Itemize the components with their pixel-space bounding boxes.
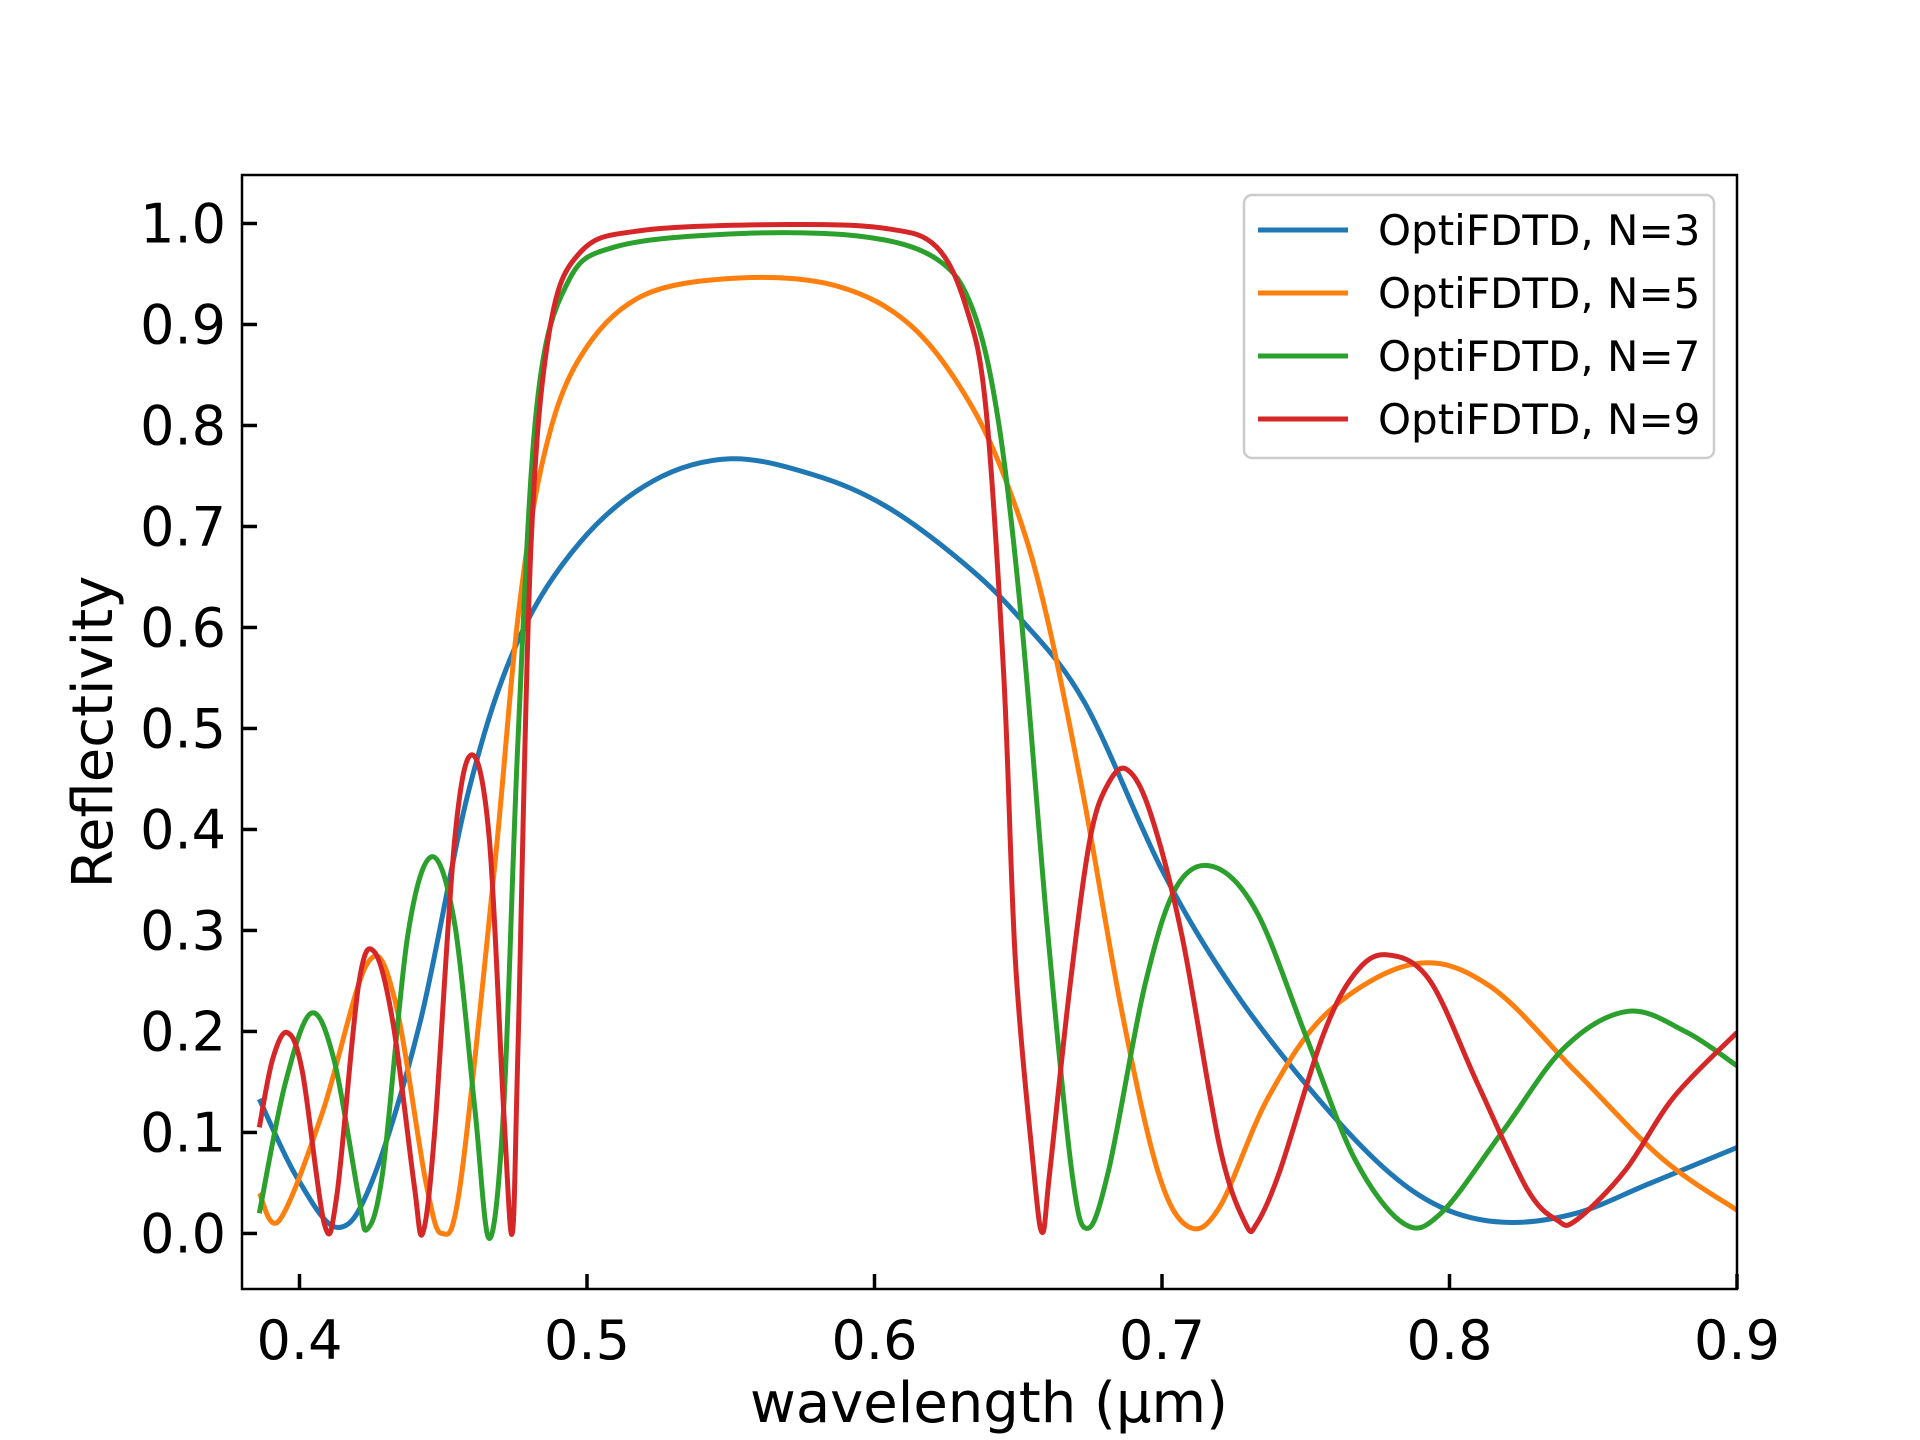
series-line-n7: [256, 230, 1737, 1241]
x-tick-label: 0.5: [544, 1309, 630, 1372]
x-tick-label: 0.4: [257, 1309, 343, 1372]
series-line-n9: [256, 221, 1737, 1238]
series-line-n3: [257, 456, 1737, 1230]
y-tick-label: 0.5: [140, 697, 226, 760]
y-axis-label: Reflectivity: [61, 576, 126, 889]
y-tick-label: 0.3: [140, 899, 226, 962]
legend-label: OptiFDTD, N=7: [1378, 332, 1700, 381]
legend-box: [1242, 193, 1716, 460]
x-tick-label: 0.8: [1407, 1309, 1493, 1372]
legend-label: OptiFDTD, N=3: [1378, 206, 1700, 255]
y-tick-label: 0.0: [140, 1202, 226, 1265]
x-tick-label: 0.6: [832, 1309, 918, 1372]
y-tick-label: 0.4: [140, 798, 226, 861]
y-tick-label: 0.6: [140, 596, 226, 659]
y-tick-label: 0.2: [140, 1000, 226, 1063]
series-layer: [256, 221, 1737, 1241]
y-tick-label: 0.8: [140, 394, 226, 457]
legend-label: OptiFDTD, N=5: [1378, 269, 1700, 318]
y-tick-label: 0.9: [140, 293, 226, 356]
ticks-layer: 0.4 0.5 0.6 0.7 0.8 0.9 0.0 0.1 0.2 0.3 0.4 0.5 0.6 0…: [140, 192, 1780, 1372]
x-tick-label: 0.7: [1119, 1309, 1205, 1372]
x-tick-label: 0.9: [1694, 1309, 1780, 1372]
x-axis-label: wavelength (μm): [750, 1371, 1228, 1436]
y-tick-label: 0.7: [140, 495, 226, 558]
legend: OptiFDTD, N=3 OptiFDTD, N=5 OptiFDTD, N=7 O…: [1242, 193, 1716, 460]
axes-frame: [240, 173, 1739, 1291]
y-tick-label: 0.1: [140, 1101, 226, 1164]
y-tick-label: 1.0: [140, 192, 226, 255]
legend-label: OptiFDTD, N=9: [1378, 395, 1700, 444]
